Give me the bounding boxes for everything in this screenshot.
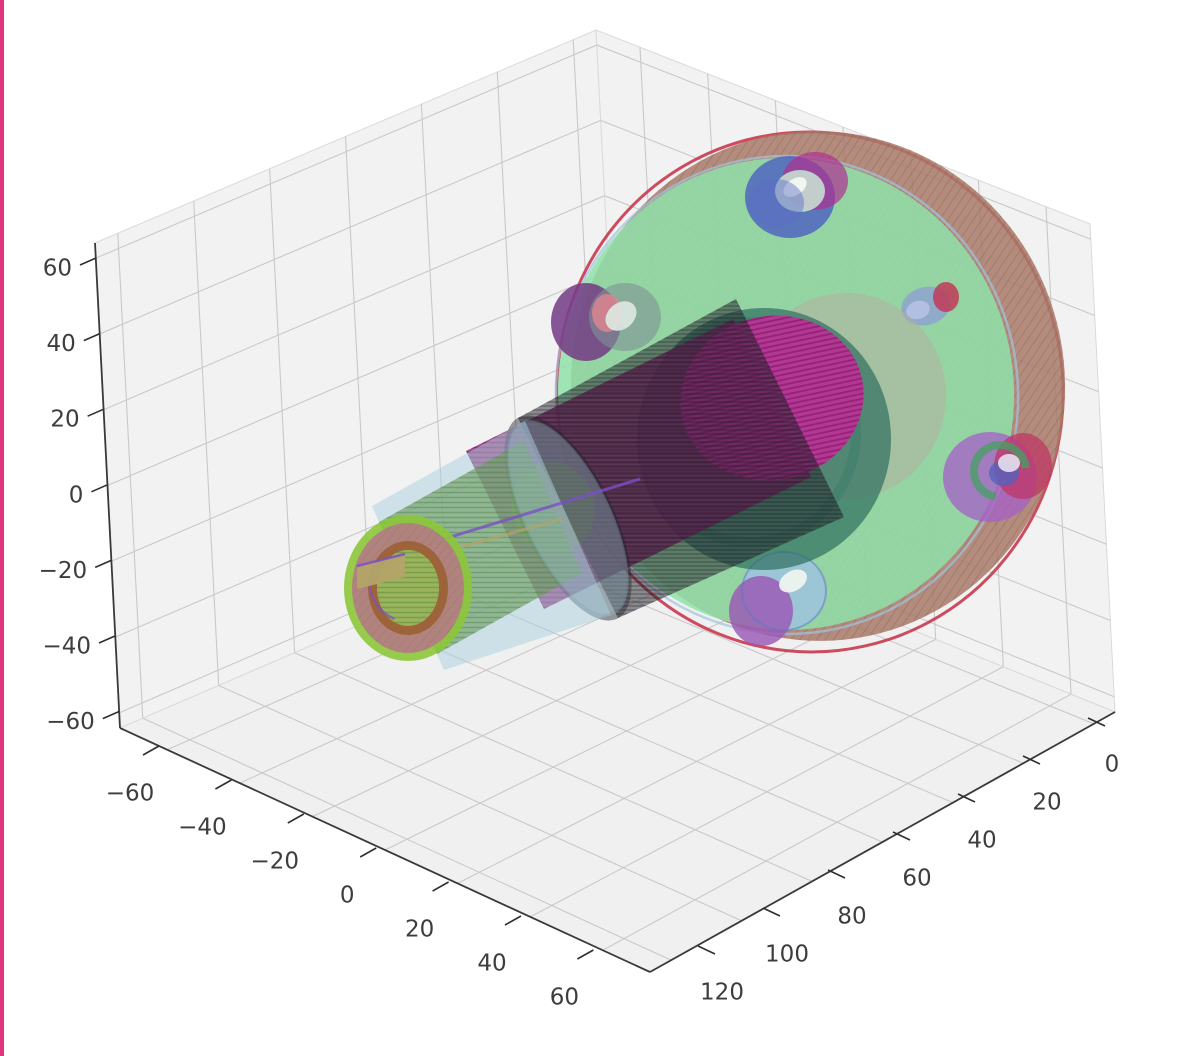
tick-label: 20: [50, 407, 79, 433]
tick-label: −60: [46, 709, 95, 735]
keyway-notch: [357, 554, 405, 589]
mesh-ellipse: [906, 300, 930, 320]
mesh-ellipse: [748, 179, 804, 227]
grid-line: [107, 270, 609, 487]
grid-line: [142, 717, 672, 961]
mesh-ellipse: [783, 177, 807, 197]
tick-label: 40: [477, 951, 506, 977]
tick-mark: [1022, 755, 1041, 765]
shaft-end-cap: [344, 515, 472, 661]
bolt-hole-small-right: [901, 282, 959, 326]
tick-label: 40: [47, 331, 76, 357]
tick-mark: [1087, 717, 1106, 727]
tick-mark: [98, 635, 116, 644]
bolt-hole-left: [551, 283, 661, 361]
tick-label: 60: [550, 985, 579, 1011]
tick-label: −40: [42, 634, 91, 660]
tick-label: 0: [1105, 752, 1120, 778]
window-left-border: [0, 0, 4, 1056]
tick-mark: [102, 710, 120, 720]
z-axis-ticks: 60 40 20 0 −20 −40 −60: [39, 256, 120, 735]
grid-line: [99, 119, 601, 335]
tick-mark: [215, 779, 232, 790]
x-axis-line: [649, 711, 1116, 973]
bolt-hole-bottom: [729, 551, 827, 646]
axes: 60 40 20 0 −20 −40 −60 −60 −40 −20 0 20 40 60 0 20 40 60 8…: [39, 242, 1120, 1011]
flange-assembly: [344, 130, 1066, 670]
grid-line: [95, 44, 597, 259]
y-axis-ticks: −60 −40 −20 0 20 40 60: [106, 745, 594, 1011]
tick-mark: [504, 915, 522, 926]
tick-label: 100: [765, 942, 809, 968]
tick-mark: [94, 559, 112, 569]
tick-mark: [287, 813, 305, 824]
tick-mark: [91, 484, 108, 493]
tick-label: −40: [178, 815, 227, 841]
tick-label: 60: [43, 256, 72, 282]
tick-mark: [577, 949, 594, 960]
tick-label: −20: [39, 558, 88, 584]
bolt-hole-right: [943, 432, 1052, 522]
tick-mark: [359, 847, 377, 858]
keyway-notch-edge: [356, 552, 406, 568]
tick-label: 40: [967, 828, 996, 854]
tick-label: 80: [837, 904, 866, 930]
tick-mark: [697, 945, 716, 955]
mesh-ellipse: [605, 301, 637, 331]
tick-mark: [432, 881, 449, 892]
grid-line: [103, 195, 605, 411]
bolt-hole-top: [745, 152, 848, 238]
grid-line: [294, 652, 813, 882]
gray-cylinder-stripes: [518, 299, 844, 618]
mesh-ellipse: [779, 569, 807, 593]
tick-mark: [762, 907, 781, 917]
tick-label: 0: [69, 482, 84, 508]
mesh-ellipse: [933, 282, 959, 312]
grid-line: [111, 345, 613, 562]
tick-label: 120: [700, 980, 744, 1006]
tick-mark: [957, 793, 976, 803]
tick-mark: [87, 408, 104, 417]
tick-mark: [892, 831, 911, 841]
tick-mark: [83, 332, 101, 342]
tick-label: −60: [106, 781, 155, 807]
tick-label: 0: [340, 883, 355, 909]
y-axis-line: [119, 727, 651, 973]
tick-mark: [142, 745, 160, 756]
grid-line: [218, 684, 742, 922]
mesh-ellipse: [998, 454, 1020, 472]
tick-label: 60: [902, 866, 931, 892]
tick-label: −20: [251, 849, 300, 875]
tick-mark: [79, 257, 97, 266]
tick-label: 20: [405, 917, 434, 943]
tick-label: 20: [1032, 790, 1061, 816]
sleeve-end-ellipse: [507, 420, 629, 616]
tick-mark: [827, 869, 846, 879]
x-axis-ticks: 0 20 40 60 80 100 120: [697, 717, 1120, 1006]
